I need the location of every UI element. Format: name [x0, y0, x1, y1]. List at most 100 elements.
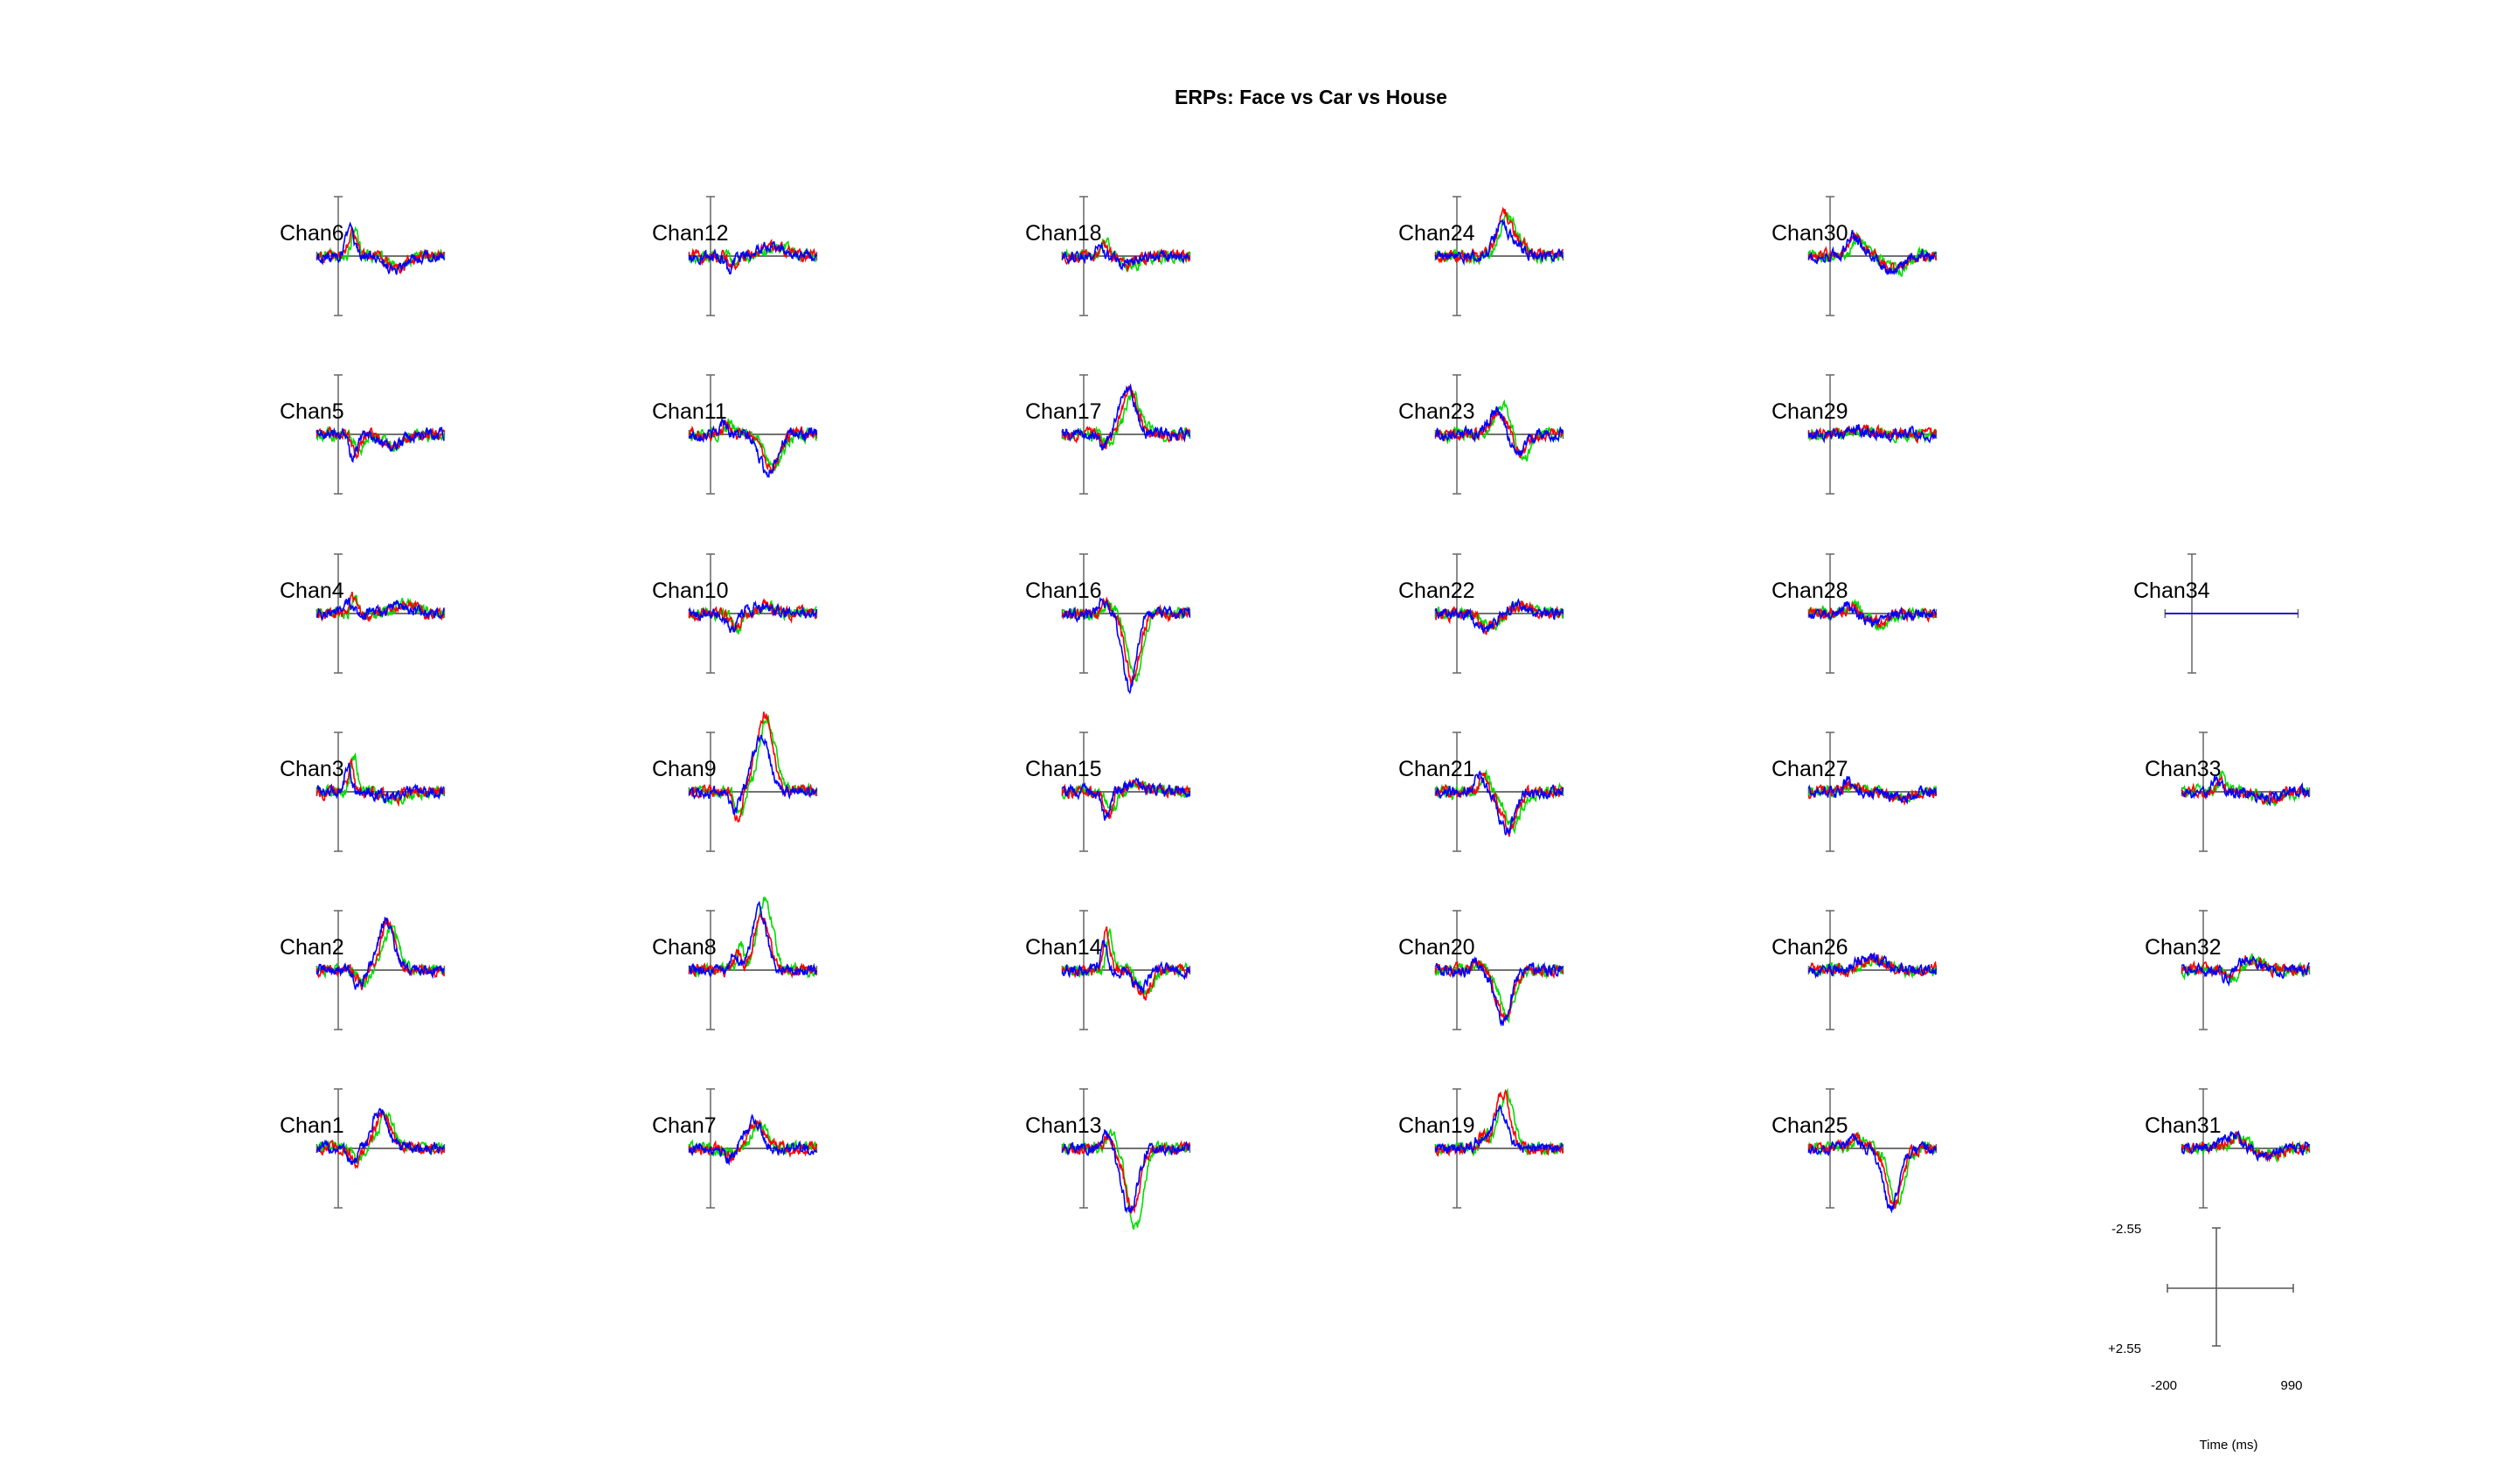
erp-trace-red — [1062, 596, 1190, 684]
panel-chan11: Chan11 — [652, 374, 818, 495]
erp-trace-blue — [1434, 1104, 1564, 1155]
erp-trace-blue — [1807, 229, 1937, 276]
erp-trace-blue — [1807, 1133, 1937, 1214]
erp-trace-blue — [688, 1113, 817, 1167]
erp-trace-blue — [2181, 775, 2310, 807]
erp-trace-blue — [688, 900, 817, 978]
panel-chan30: Chan30 — [1772, 196, 1938, 316]
panel-chan3: Chan3 — [280, 732, 446, 852]
erp-trace-blue — [1061, 241, 1190, 272]
erp-trace-blue — [1807, 775, 1937, 805]
erp-trace-blue — [1807, 424, 1937, 444]
scale-xmax-label: 990 — [2280, 1378, 2302, 1393]
panel-chan16: Chan16 — [1025, 553, 1191, 695]
erp-trace-blue — [1807, 600, 1937, 628]
panel-chan31: Chan31 — [2145, 1088, 2311, 1209]
erp-trace-green — [1807, 1131, 1937, 1209]
channel-label: Chan13 — [1025, 1113, 1102, 1138]
channel-label: Chan27 — [1772, 757, 1848, 781]
erp-trace-blue — [688, 418, 817, 479]
channel-label: Chan7 — [652, 1113, 717, 1138]
channel-panels: Chan1 Chan2 Chan3 Chan4 Chan5 Chan6 Chan7 Chan8… — [280, 196, 2311, 1231]
panel-chan5: Chan5 — [280, 374, 446, 495]
panel-chan7: Chan7 — [652, 1088, 818, 1209]
channel-label: Chan28 — [1772, 579, 1848, 603]
channel-label: Chan3 — [280, 757, 344, 781]
channel-label: Chan12 — [652, 221, 729, 246]
erp-trace-blue — [688, 734, 817, 816]
channel-label: Chan2 — [280, 935, 344, 960]
erp-trace-green — [688, 1120, 817, 1158]
channel-label: Chan10 — [652, 579, 729, 603]
panel-chan13: Chan13 — [1025, 1088, 1191, 1231]
erp-trace-blue — [316, 762, 445, 804]
panel-chan17: Chan17 — [1025, 374, 1191, 495]
erp-trace-red — [1807, 1132, 1937, 1210]
erp-trace-red — [1434, 773, 1564, 837]
channel-label: Chan21 — [1398, 757, 1475, 781]
panel-chan10: Chan10 — [652, 553, 818, 674]
panel-chan19: Chan19 — [1398, 1087, 1564, 1209]
erp-trace-blue — [1434, 770, 1564, 836]
channel-label: Chan34 — [2133, 579, 2210, 603]
erp-trace-blue — [1061, 777, 1190, 822]
channel-label: Chan20 — [1398, 935, 1475, 960]
channel-label: Chan19 — [1398, 1113, 1475, 1138]
figure-title: ERPs: Face vs Car vs House — [1175, 86, 1447, 108]
erp-trace-blue — [315, 1107, 445, 1166]
channel-label: Chan1 — [280, 1113, 344, 1138]
erp-trace-blue — [688, 600, 817, 634]
panel-chan32: Chan32 — [2145, 910, 2311, 1030]
panel-chan33: Chan33 — [2145, 732, 2311, 852]
panel-chan2: Chan2 — [280, 910, 446, 1030]
erp-trace-blue — [315, 597, 445, 621]
channel-label: Chan30 — [1772, 221, 1848, 246]
erp-trace-blue — [315, 916, 445, 990]
panel-chan18: Chan18 — [1025, 196, 1191, 316]
channel-label: Chan6 — [280, 221, 344, 246]
erp-trace-blue — [315, 426, 445, 463]
channel-label: Chan29 — [1772, 399, 1848, 424]
erp-trace-blue — [315, 221, 445, 275]
panel-chan1: Chan1 — [280, 1088, 446, 1209]
erp-trace-blue — [1434, 597, 1564, 635]
panel-chan24: Chan24 — [1398, 196, 1564, 316]
erp-trace-blue — [1807, 952, 1937, 980]
x-axis-label: Time (ms) — [2200, 1438, 2258, 1453]
panel-chan4: Chan4 — [280, 553, 446, 674]
erp-trace-blue — [1061, 383, 1190, 451]
panel-chan25: Chan25 — [1772, 1088, 1938, 1214]
channel-label: Chan33 — [2145, 757, 2222, 781]
channel-label: Chan16 — [1025, 579, 1102, 603]
erp-trace-blue — [1434, 406, 1564, 457]
panel-chan23: Chan23 — [1398, 374, 1564, 495]
channel-label: Chan5 — [280, 399, 344, 424]
erp-trace-blue — [1061, 1128, 1190, 1214]
scale-ytop-label: -2.55 — [2111, 1222, 2141, 1237]
channel-label: Chan9 — [652, 757, 717, 781]
panel-chan26: Chan26 — [1772, 910, 1938, 1030]
panel-chan27: Chan27 — [1772, 732, 1938, 852]
panel-chan22: Chan22 — [1398, 553, 1564, 674]
erp-trace-blue — [2181, 955, 2310, 988]
panel-chan6: Chan6 — [280, 196, 446, 316]
channel-label: Chan17 — [1025, 399, 1102, 424]
panel-chan15: Chan15 — [1025, 732, 1191, 852]
erp-trace-red — [1061, 239, 1190, 274]
channel-label: Chan26 — [1772, 935, 1848, 960]
erp-trace-blue — [1434, 218, 1564, 267]
scale-legend: -2.55 +2.55 -200 990 Time (ms) — [2108, 1222, 2303, 1453]
channel-label: Chan14 — [1025, 935, 1102, 960]
panel-chan8: Chan8 — [652, 896, 818, 1030]
channel-label: Chan4 — [280, 579, 344, 603]
channel-label: Chan18 — [1025, 221, 1102, 246]
erp-trace-blue — [1062, 596, 1190, 695]
scale-xmin-label: -200 — [2151, 1378, 2177, 1393]
erp-trace-blue — [688, 240, 817, 275]
erp-trace-red — [1434, 959, 1564, 1023]
panel-chan9: Chan9 — [652, 711, 818, 852]
panel-chan28: Chan28 — [1772, 553, 1938, 674]
channel-label: Chan24 — [1398, 221, 1475, 246]
erp-trace-red — [688, 419, 817, 475]
